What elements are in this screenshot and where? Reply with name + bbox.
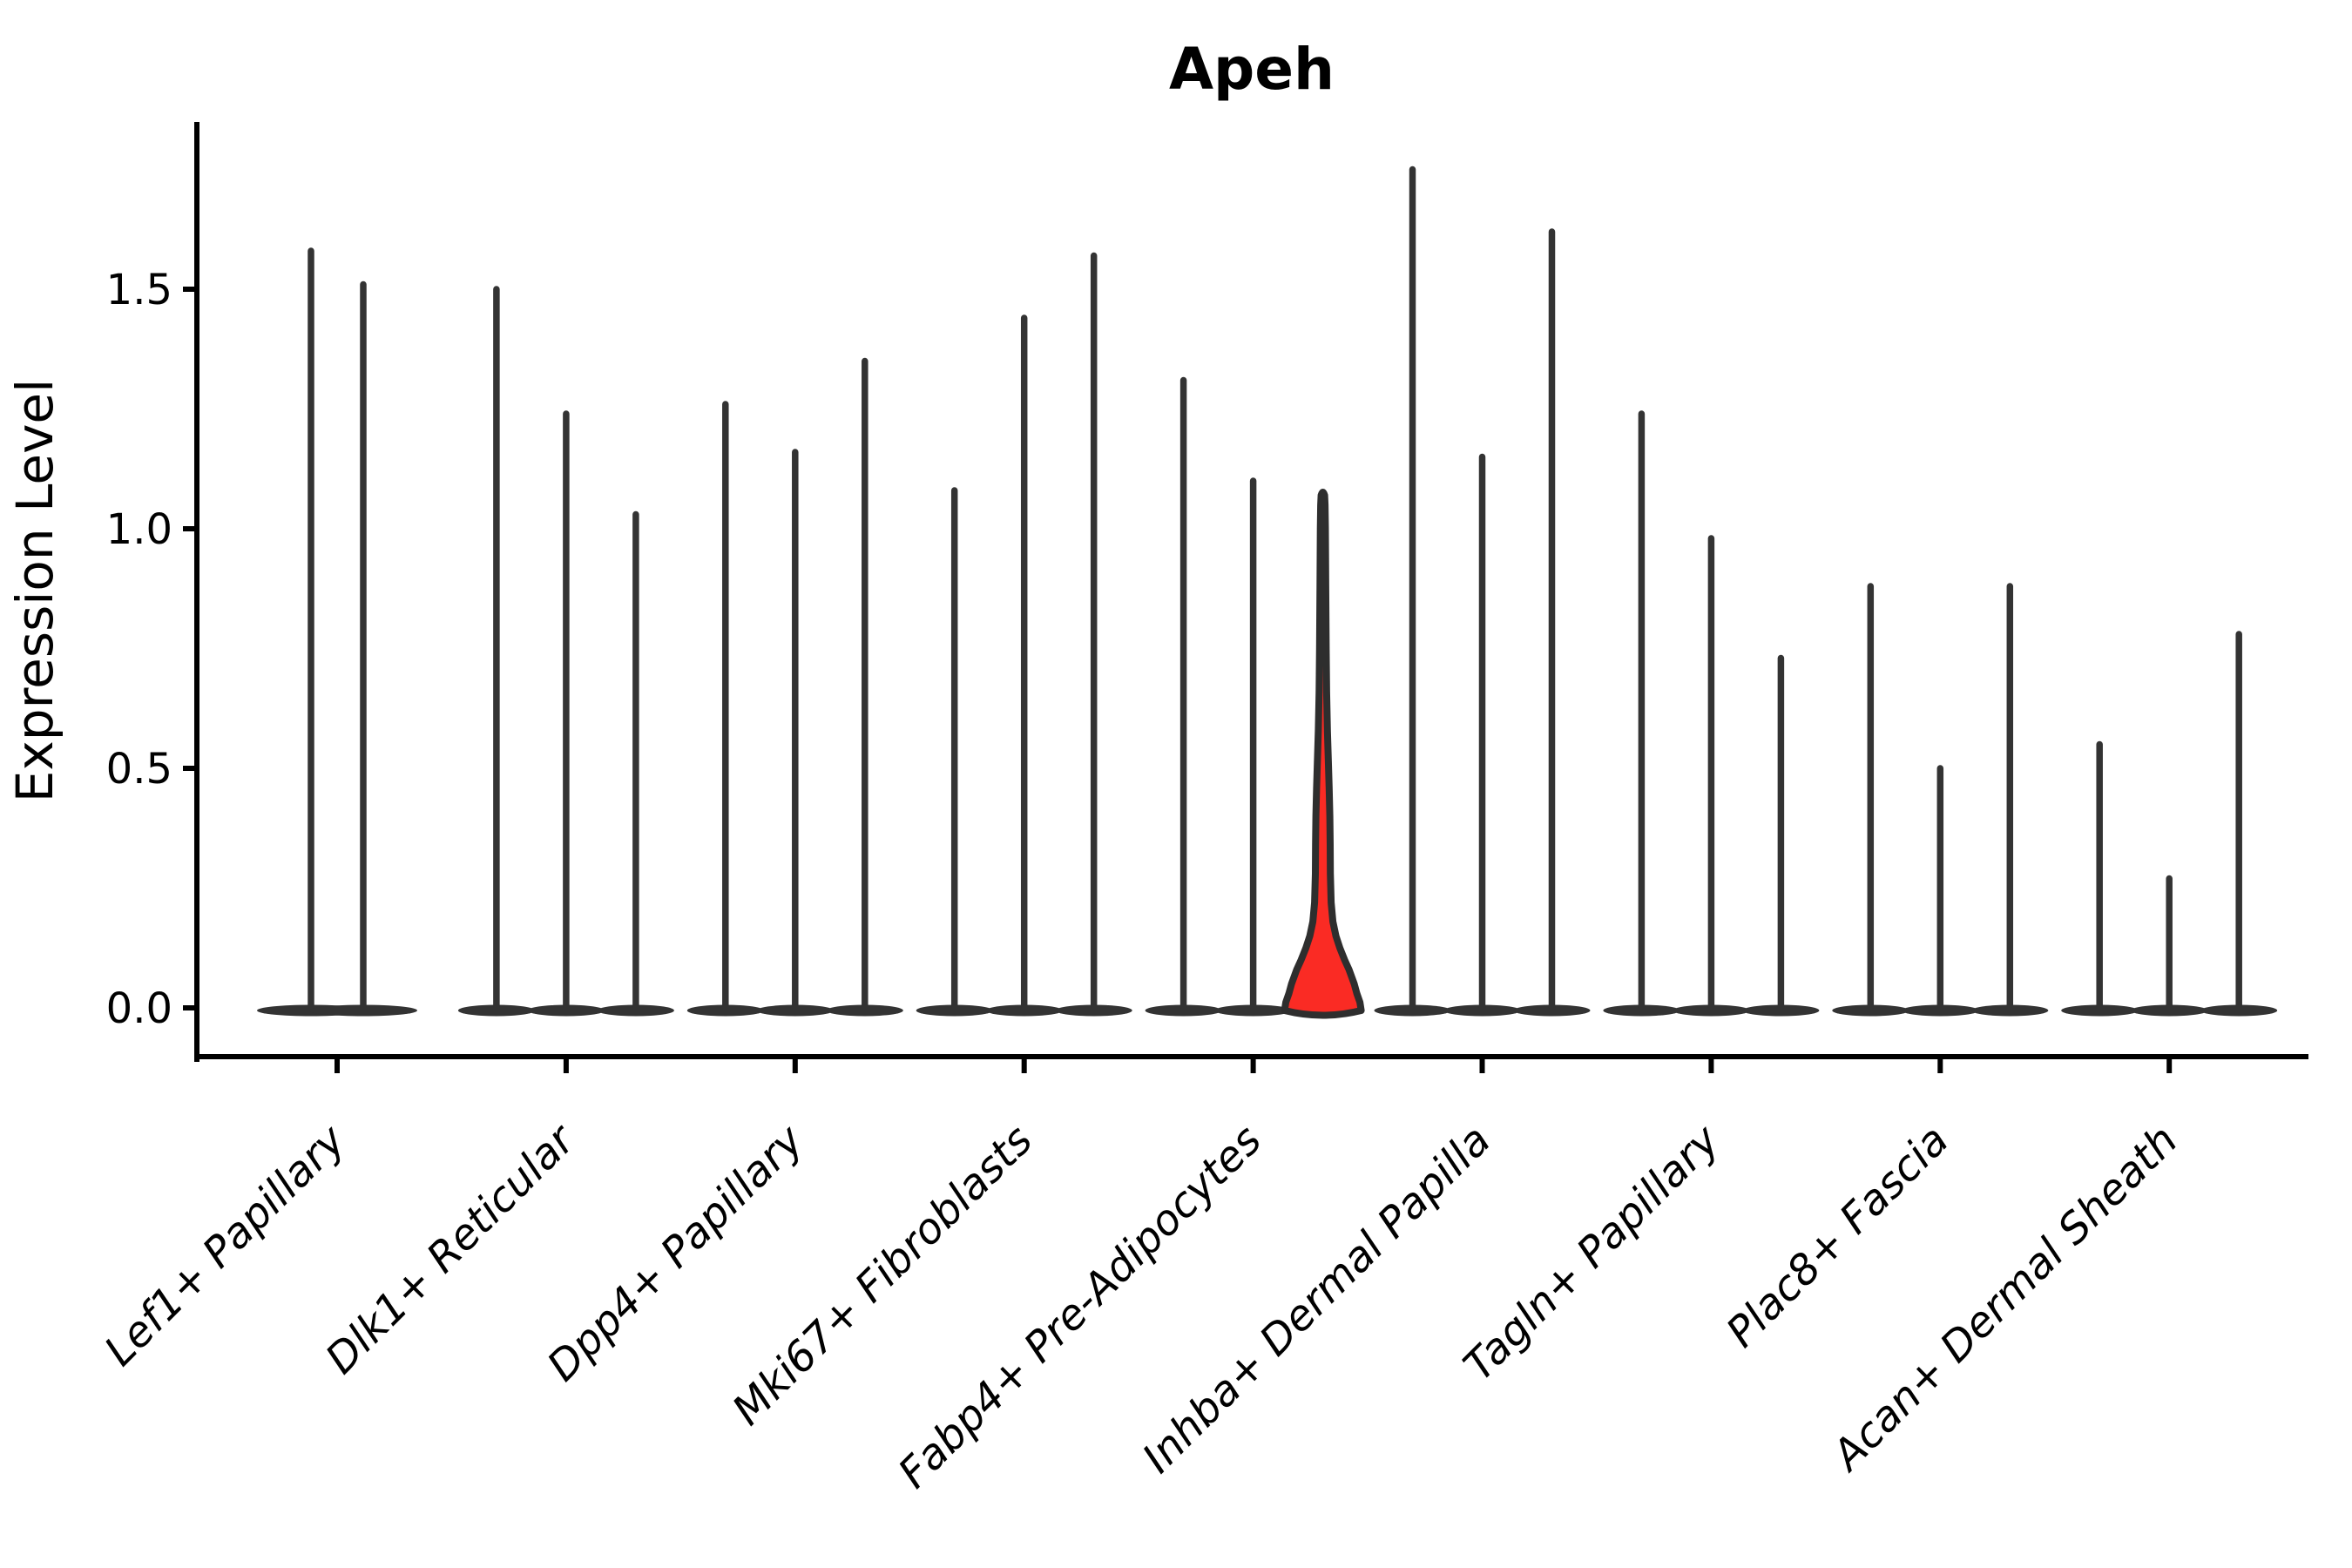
violin-base [1832,1004,1909,1017]
y-tick-label: 1.0 [106,505,172,554]
violin-base [1603,1004,1680,1017]
x-tick-mark [335,1059,340,1073]
y-tick-label: 1.5 [106,266,172,314]
violin-base [2061,1004,2139,1017]
y-axis-label: Expression Level [5,379,64,802]
violins-layer [257,166,2278,1019]
x-axis-line [194,1054,2308,1059]
violin-base [1971,1004,2049,1017]
y-tick-mark [183,287,197,292]
violin-base [916,1004,993,1017]
violin-base [1673,1004,1750,1017]
violin-base [1214,1004,1292,1017]
violin-base [527,1004,605,1017]
violin-group [1603,410,1820,1017]
violin-base [1055,1004,1132,1017]
violin-base [1374,1004,1451,1017]
chart-title: Apeh [1169,36,1335,103]
violin-group [1832,583,2049,1017]
violin-base [826,1004,903,1017]
violin-group [2061,631,2278,1017]
violin-base [1902,1004,1979,1017]
violin-group [916,252,1132,1017]
violin-base [1145,1004,1222,1017]
violin-base [1443,1004,1521,1017]
x-tick-mark [1708,1059,1714,1073]
y-tick-label: 0.0 [106,984,172,1033]
violin-base [309,1004,417,1017]
x-tick-label: Plac8+ Fascia [1717,1116,1958,1357]
y-axis-ticks: 0.0 0.5 1.0 1.5 [106,266,197,1033]
violin-base [597,1004,674,1017]
x-tick-label: Lef1+ Papillary [95,1115,355,1375]
violin-base [756,1004,834,1017]
y-tick-mark [183,526,197,531]
violin-base [2131,1004,2208,1017]
highlighted-violin [1281,489,1365,1019]
violin-base [985,1004,1063,1017]
x-tick-mark [1021,1059,1027,1073]
x-tick-label: Tagln+ Papillary [1455,1115,1730,1390]
violin-base [2200,1004,2278,1017]
x-tick-mark [1250,1059,1256,1073]
x-tick-mark [563,1059,569,1073]
violin-group [257,247,417,1017]
x-tick-mark [1937,1059,1943,1073]
y-tick-label: 0.5 [106,745,172,794]
violin-base [457,1004,535,1017]
violin-base [1513,1004,1591,1017]
x-tick-mark [792,1059,798,1073]
y-tick-mark [183,1005,197,1010]
x-tick-label: Fabp4+ Pre-Adipocytes [889,1116,1272,1498]
x-tick-label: Dpp4+ Papillary [538,1115,814,1390]
violin-base [686,1004,764,1017]
violin-group [457,286,674,1017]
x-tick-mark [1479,1059,1485,1073]
y-tick-mark [183,766,197,771]
x-tick-mark [2166,1059,2173,1073]
violin-group [1374,166,1591,1017]
violin-base [1742,1004,1820,1017]
violin-group [1145,376,1365,1019]
y-axis-line [194,122,199,1062]
x-tick-label: Dlk1+ Reticular [316,1114,586,1384]
violin-group [686,357,903,1017]
